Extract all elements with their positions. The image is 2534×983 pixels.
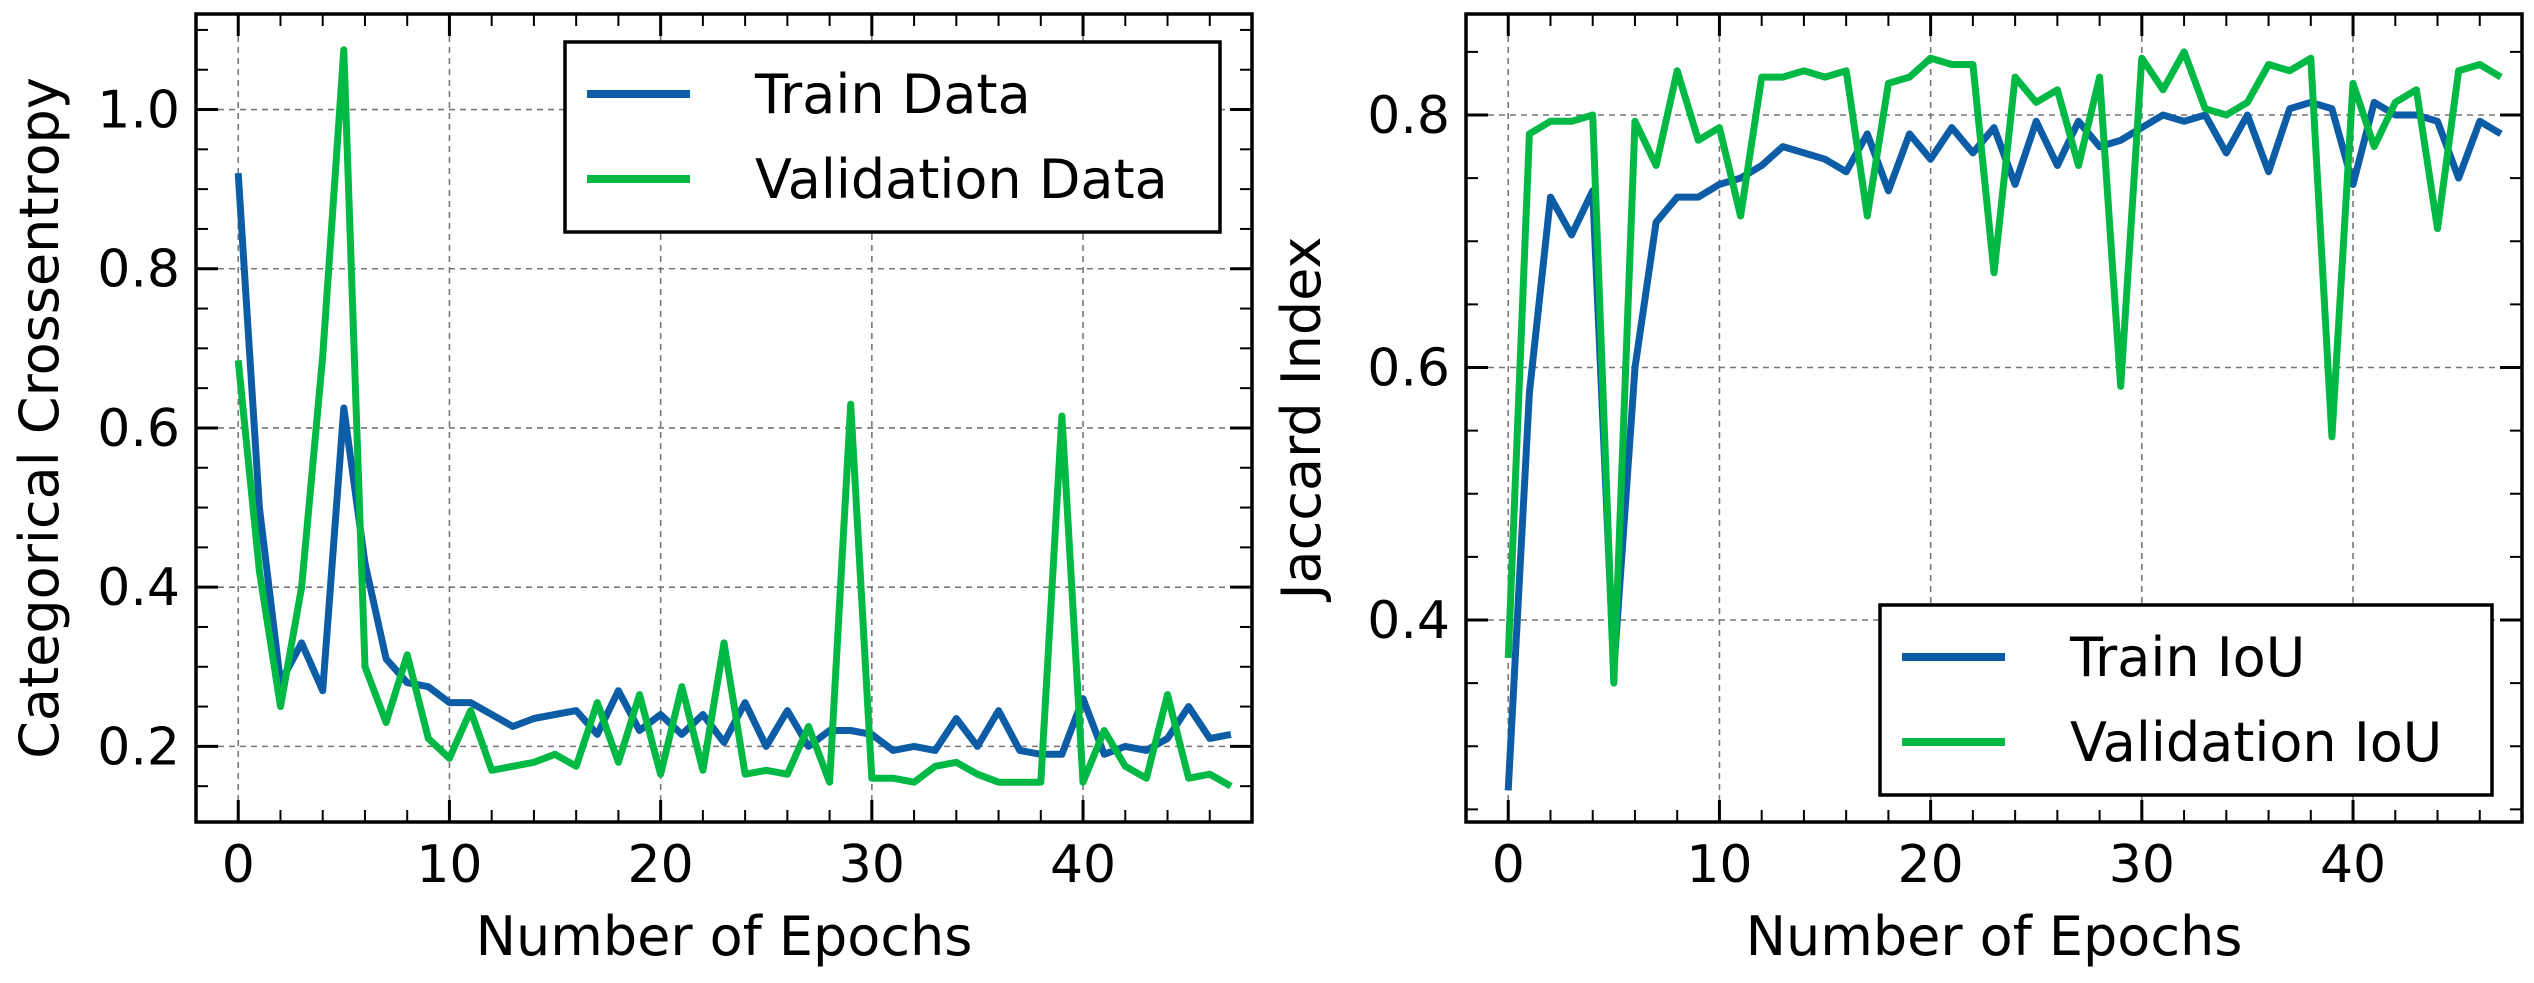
- plot-frame: [1464, 12, 2524, 824]
- x-tick-label: 30: [839, 835, 905, 895]
- y-axis-label: Categorical Crossentropy: [8, 77, 71, 759]
- x-tick-label: 40: [1050, 835, 1116, 895]
- y-tick-label: 0.2: [97, 717, 180, 777]
- y-tick-label: 0.8: [97, 240, 180, 300]
- y-tick-label: 0.4: [1367, 591, 1450, 651]
- legend-frame: [563, 40, 1222, 234]
- legend-frame: [1878, 603, 2494, 797]
- x-axis-label: Number of Epochs: [476, 905, 973, 968]
- y-tick-label: 0.4: [97, 558, 180, 618]
- legend-label: Validation Data: [755, 148, 1168, 211]
- legend-label: Validation IoU: [2070, 711, 2442, 774]
- chart-loss: 0 10 20 30 40 0.2 0.4 0.6 0.8 1.0 Number of Epochs…: [8, 12, 1254, 968]
- x-tick-label: 40: [2320, 835, 2386, 895]
- x-tick-label: 30: [2109, 835, 2175, 895]
- legend: Train Data Validation Data: [563, 40, 1222, 234]
- x-tick-label: 10: [416, 835, 482, 895]
- x-tick-label: 0: [1492, 835, 1525, 895]
- plot-frame: [194, 12, 1254, 824]
- series-line-validation-data: [234, 46, 1233, 790]
- x-tick-label: 20: [628, 835, 694, 895]
- y-tick-label: 0.6: [97, 399, 180, 459]
- x-tick-label: 10: [1686, 835, 1752, 895]
- legend-label: Train IoU: [2069, 626, 2305, 689]
- legend-label: Train Data: [754, 63, 1031, 126]
- x-tick-label: 20: [1898, 835, 1964, 895]
- chart-jaccard: 0 10 20 30 40 0.4 0.6 0.8 Number of Epochs Jaccar…: [1270, 12, 2524, 968]
- y-tick-label: 0.6: [1367, 339, 1450, 399]
- y-tick-label: 1.0: [97, 81, 180, 141]
- x-axis-label: Number of Epochs: [1746, 905, 2243, 968]
- x-tick-label: 0: [222, 835, 255, 895]
- legend: Train IoU Validation IoU: [1878, 603, 2494, 797]
- y-tick-label: 0.8: [1367, 86, 1450, 146]
- series-line-validation-iou: [1504, 48, 2503, 687]
- y-axis-label: Jaccard Index: [1270, 237, 1333, 603]
